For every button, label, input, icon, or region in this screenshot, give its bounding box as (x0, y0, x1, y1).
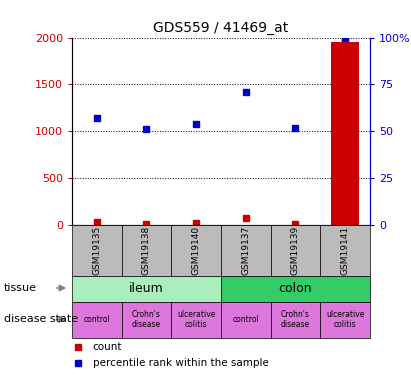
Text: ulcerative
colitis: ulcerative colitis (326, 310, 364, 329)
Bar (72, 225, 122, 276)
Text: colon: colon (279, 282, 312, 295)
Bar (122, 302, 171, 338)
Text: GSM19139: GSM19139 (291, 226, 300, 275)
Text: percentile rank within the sample: percentile rank within the sample (93, 358, 269, 368)
Text: GSM19138: GSM19138 (142, 226, 151, 275)
Text: GSM19141: GSM19141 (341, 226, 350, 275)
Bar (221, 302, 270, 338)
Bar (320, 225, 370, 276)
Bar (221, 276, 370, 302)
Text: GSM19135: GSM19135 (92, 226, 101, 275)
Text: ulcerative
colitis: ulcerative colitis (177, 310, 215, 329)
Bar (270, 225, 320, 276)
Bar (72, 276, 221, 302)
Title: GDS559 / 41469_at: GDS559 / 41469_at (153, 21, 289, 35)
Text: Crohn's
disease: Crohn's disease (281, 310, 310, 329)
Bar (270, 302, 320, 338)
Text: tissue: tissue (4, 283, 37, 293)
Text: control: control (232, 315, 259, 324)
Text: disease state: disease state (4, 315, 78, 324)
Text: control: control (83, 315, 110, 324)
Text: count: count (93, 342, 122, 352)
Text: Crohn's
disease: Crohn's disease (132, 310, 161, 329)
Bar (221, 225, 270, 276)
Bar (331, 42, 359, 225)
Bar (72, 302, 122, 338)
Text: ileum: ileum (129, 282, 164, 295)
Bar (171, 225, 221, 276)
Bar (320, 302, 370, 338)
Text: GSM19137: GSM19137 (241, 226, 250, 275)
Bar (171, 302, 221, 338)
Text: GSM19140: GSM19140 (192, 226, 201, 275)
Bar (122, 225, 171, 276)
